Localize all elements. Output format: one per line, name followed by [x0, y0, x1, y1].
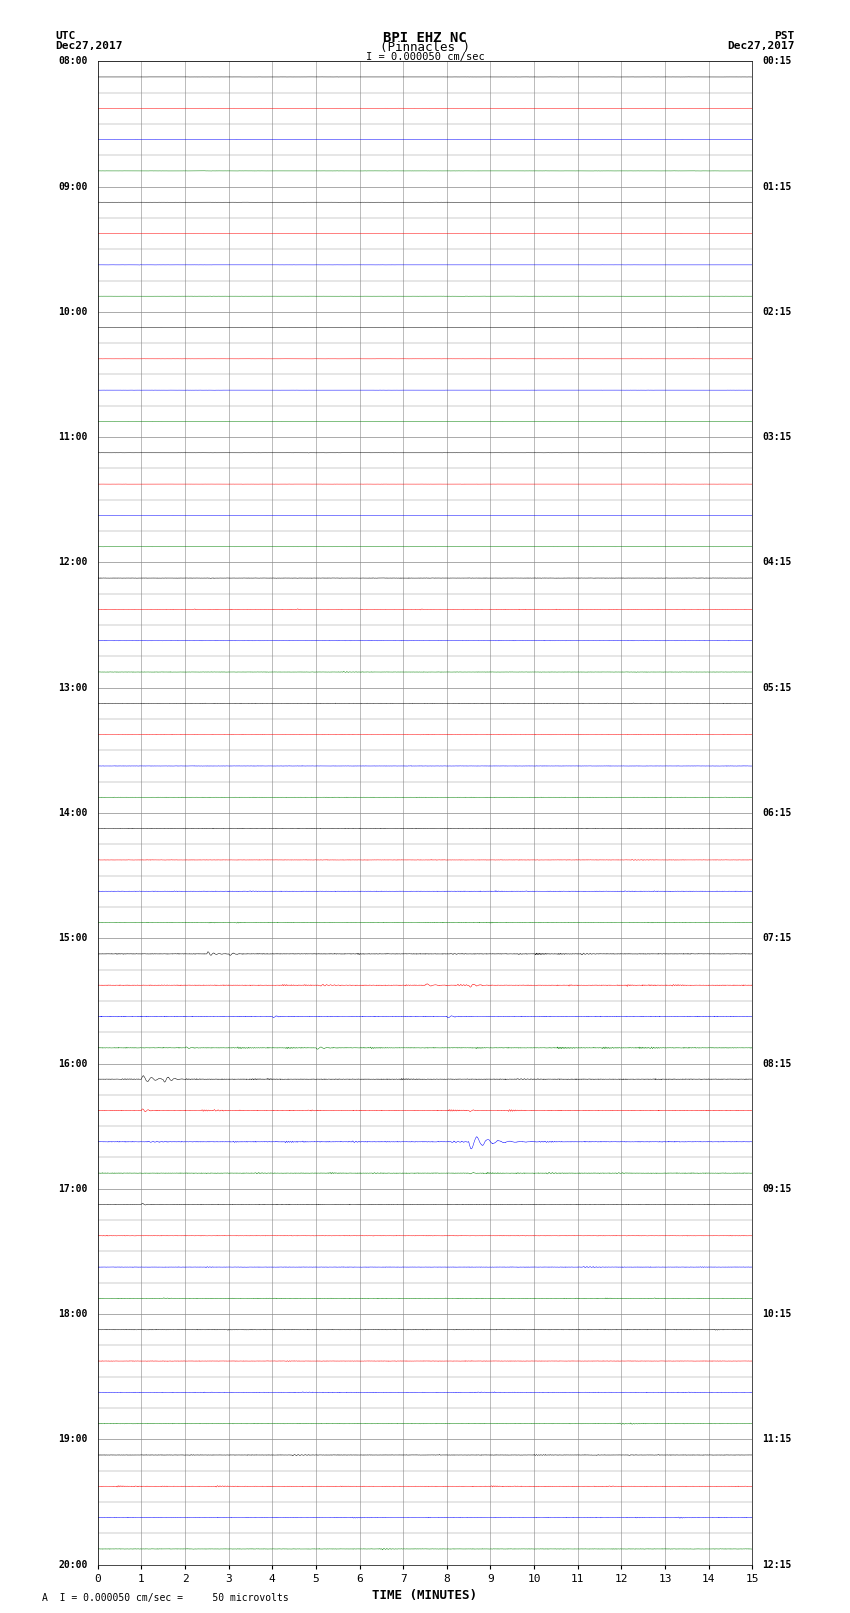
Text: 05:15: 05:15 [762, 682, 791, 692]
Text: UTC: UTC [55, 31, 76, 40]
Text: 08:15: 08:15 [762, 1058, 791, 1068]
Text: 02:15: 02:15 [762, 306, 791, 316]
Text: 15:00: 15:00 [59, 934, 88, 944]
Text: Dec27,2017: Dec27,2017 [55, 40, 122, 52]
Text: 18:00: 18:00 [59, 1310, 88, 1319]
Text: 17:00: 17:00 [59, 1184, 88, 1194]
Text: 14:00: 14:00 [59, 808, 88, 818]
Text: A  I = 0.000050 cm/sec =     50 microvolts: A I = 0.000050 cm/sec = 50 microvolts [42, 1594, 289, 1603]
Text: 08:00: 08:00 [59, 56, 88, 66]
Text: 09:00: 09:00 [59, 182, 88, 192]
Text: 10:15: 10:15 [762, 1310, 791, 1319]
Text: 09:15: 09:15 [762, 1184, 791, 1194]
Text: 12:00: 12:00 [59, 558, 88, 568]
Text: 06:15: 06:15 [762, 808, 791, 818]
Text: 19:00: 19:00 [59, 1434, 88, 1444]
Text: I = 0.000050 cm/sec: I = 0.000050 cm/sec [366, 52, 484, 61]
Text: 13:00: 13:00 [59, 682, 88, 692]
Text: 12:15: 12:15 [762, 1560, 791, 1569]
Text: 03:15: 03:15 [762, 432, 791, 442]
Text: 10:00: 10:00 [59, 306, 88, 316]
X-axis label: TIME (MINUTES): TIME (MINUTES) [372, 1589, 478, 1602]
Text: 16:00: 16:00 [59, 1058, 88, 1068]
Text: PST: PST [774, 31, 795, 40]
Text: 11:00: 11:00 [59, 432, 88, 442]
Text: 04:15: 04:15 [762, 558, 791, 568]
Text: Dec27,2017: Dec27,2017 [728, 40, 795, 52]
Text: 01:15: 01:15 [762, 182, 791, 192]
Text: BPI EHZ NC: BPI EHZ NC [383, 31, 467, 45]
Text: 11:15: 11:15 [762, 1434, 791, 1444]
Text: 00:15: 00:15 [762, 56, 791, 66]
Text: (Pinnacles ): (Pinnacles ) [380, 40, 470, 55]
Text: 20:00: 20:00 [59, 1560, 88, 1569]
Text: 07:15: 07:15 [762, 934, 791, 944]
